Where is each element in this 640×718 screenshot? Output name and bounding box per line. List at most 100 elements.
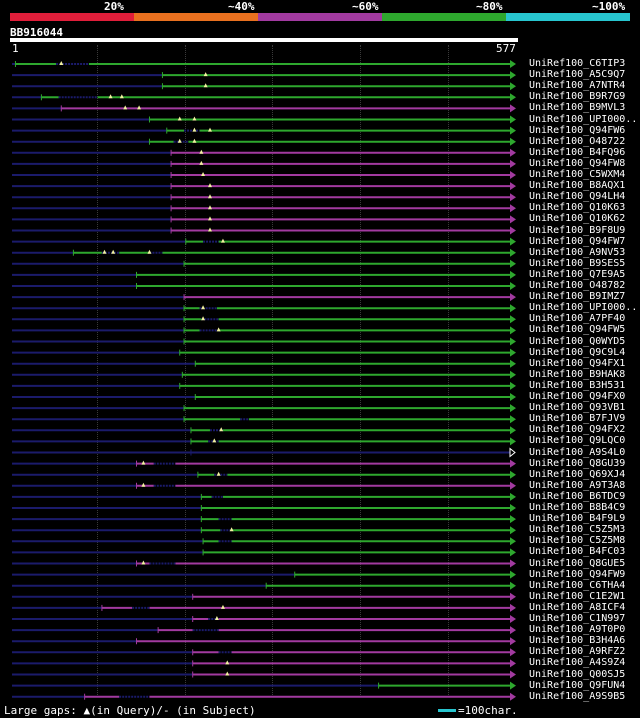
hit-label[interactable]: UniRef100_A8ICF4: [529, 601, 626, 613]
hit-label[interactable]: UniRef100_A9S4L0: [529, 446, 626, 458]
hit-arrow: [510, 93, 516, 102]
hit-arrow: [510, 481, 516, 490]
hit-arrow: [510, 270, 516, 279]
hit-arrow: [510, 293, 516, 302]
hit-label[interactable]: UniRef100_B7FJV9: [529, 413, 626, 425]
hit-label[interactable]: UniRef100_A5C9Q7: [529, 69, 626, 81]
grid-line: [360, 45, 361, 697]
hit-label[interactable]: UniRef100_B8B4C9: [529, 502, 626, 513]
hit-label[interactable]: UniRef100_B9MVL3: [529, 102, 626, 114]
hit-label[interactable]: UniRef100_B4FQ96: [529, 146, 626, 158]
hit-arrow: [510, 415, 516, 424]
hit-arrow: [510, 359, 516, 368]
hit-label[interactable]: UniRef100_A4S9Z4: [529, 657, 626, 669]
hit-arrow: [510, 115, 516, 124]
hit-arrow: [510, 137, 516, 146]
legend-percent-label: ~40%: [228, 0, 255, 13]
query-gap-marker: [207, 127, 212, 132]
hit-label[interactable]: UniRef100_Q69XJ4: [529, 468, 626, 480]
hit-label[interactable]: UniRef100_B3H531: [529, 379, 626, 391]
hit-label[interactable]: UniRef100_A9T3A8: [529, 479, 626, 491]
hit-label[interactable]: UniRef100_Q10K63: [529, 202, 626, 214]
hit-label[interactable]: UniRef100_A9RFZ2: [529, 646, 626, 658]
hit-label[interactable]: UniRef100_O48782: [529, 280, 626, 291]
hit-label[interactable]: UniRef100_C1E2W1: [529, 590, 626, 602]
hit-label[interactable]: UniRef100_Q00SJ5: [529, 668, 626, 680]
query-gap-marker: [192, 116, 197, 121]
hit-arrow: [510, 104, 516, 113]
legend-segment: [506, 13, 630, 21]
grid-line: [97, 45, 98, 697]
hit-label[interactable]: UniRef100_B9IMZ7: [529, 291, 626, 303]
hit-arrow: [510, 437, 516, 446]
hit-label[interactable]: UniRef100_UPI000..: [529, 113, 638, 125]
hit-arrow: [510, 470, 516, 479]
hit-label[interactable]: UniRef100_B9SES5: [529, 257, 626, 269]
hit-arrow: [510, 404, 516, 413]
query-gap-marker: [207, 227, 212, 232]
hit-label[interactable]: UniRef100_B9R7G9: [529, 91, 626, 103]
hit-label[interactable]: UniRef100_O48722: [529, 135, 626, 147]
query-gap-marker: [207, 216, 212, 221]
hit-label[interactable]: UniRef100_Q94LH4: [529, 191, 626, 203]
hit-label[interactable]: UniRef100_A9NV53: [529, 246, 626, 258]
query-gap-marker: [147, 249, 152, 254]
hit-label[interactable]: UniRef100_Q94FW5: [529, 324, 626, 336]
query-gap-marker: [177, 116, 182, 121]
hit-arrow: [510, 426, 516, 435]
hit-label[interactable]: UniRef100_Q94FW7: [529, 235, 626, 247]
query-gap-marker: [141, 560, 146, 565]
query-gap-marker: [192, 138, 197, 143]
query-gap-marker: [111, 249, 116, 254]
query-gap-marker: [201, 172, 206, 176]
hit-label[interactable]: UniRef100_C6TIP3: [529, 58, 626, 69]
hit-label[interactable]: UniRef100_A9S9B5: [529, 690, 626, 702]
query-gap-marker: [220, 238, 225, 243]
hit-label[interactable]: UniRef100_Q94FX1: [529, 357, 626, 369]
hit-label[interactable]: UniRef100_A7PF40: [529, 313, 626, 325]
hit-label[interactable]: UniRef100_Q9LQC0: [529, 435, 626, 447]
query-gap-marker: [102, 249, 107, 254]
hit-label[interactable]: UniRef100_B8AQX1: [529, 180, 626, 192]
hit-label[interactable]: UniRef100_Q94FX2: [529, 424, 626, 436]
gaps-legend: Large gaps: ▲(in Query)/- (in Subject): [4, 704, 256, 717]
hit-label[interactable]: UniRef100_UPI000..: [529, 302, 638, 314]
hit-label[interactable]: UniRef100_B6TDC9: [529, 490, 626, 502]
hit-label[interactable]: UniRef100_B4F9L9: [529, 513, 626, 525]
hit-label[interactable]: UniRef100_C5Z5M3: [529, 524, 626, 536]
hit-label[interactable]: UniRef100_Q9C9L4: [529, 346, 626, 358]
scale-note: =100char.: [458, 704, 518, 717]
hit-label[interactable]: UniRef100_Q94FW9: [529, 568, 626, 580]
hit-arrow: [510, 459, 516, 468]
hit-label[interactable]: UniRef100_B4FC03: [529, 546, 626, 558]
hit-label[interactable]: UniRef100_Q9FUN4: [529, 679, 626, 691]
hit-label[interactable]: UniRef100_C1N997: [529, 613, 626, 624]
hit-arrow: [510, 71, 516, 80]
hit-label[interactable]: UniRef100_Q94FX0: [529, 391, 626, 402]
query-gap-marker: [229, 527, 234, 532]
hit-label[interactable]: UniRef100_B3H4A6: [529, 635, 626, 647]
hit-label[interactable]: UniRef100_Q94FW8: [529, 157, 626, 169]
query-gap-marker: [141, 482, 146, 487]
hit-arrow: [510, 603, 516, 612]
hit-label[interactable]: UniRef100_Q94FW6: [529, 124, 626, 136]
hit-label[interactable]: UniRef100_A9T0P0: [529, 624, 626, 636]
hit-label[interactable]: UniRef100_Q93VB1: [529, 402, 626, 414]
hit-arrow: [510, 171, 516, 179]
query-gap-marker: [220, 604, 225, 609]
hit-label[interactable]: UniRef100_A7NTR4: [529, 80, 626, 92]
hit-label[interactable]: UniRef100_Q10K62: [529, 213, 626, 225]
hit-label[interactable]: UniRef100_B9HAK8: [529, 368, 626, 380]
hit-label[interactable]: UniRef100_Q7E9A5: [529, 268, 626, 280]
hit-label[interactable]: UniRef100_Q8GUE5: [529, 557, 626, 569]
hit-label[interactable]: UniRef100_B9F8U9: [529, 224, 626, 236]
hit-label[interactable]: UniRef100_Q8GU39: [529, 457, 626, 469]
hit-label[interactable]: UniRef100_C5WXM4: [529, 169, 626, 180]
hit-arrow: [510, 148, 516, 157]
hit-label[interactable]: UniRef100_C6THA4: [529, 579, 626, 591]
query-gap-marker: [201, 305, 206, 310]
hit-label[interactable]: UniRef100_Q0WYD5: [529, 335, 626, 347]
scale-legend: =100char.: [438, 704, 518, 717]
hit-label[interactable]: UniRef100_C5Z5M8: [529, 535, 626, 547]
query-gap-marker: [203, 72, 208, 77]
